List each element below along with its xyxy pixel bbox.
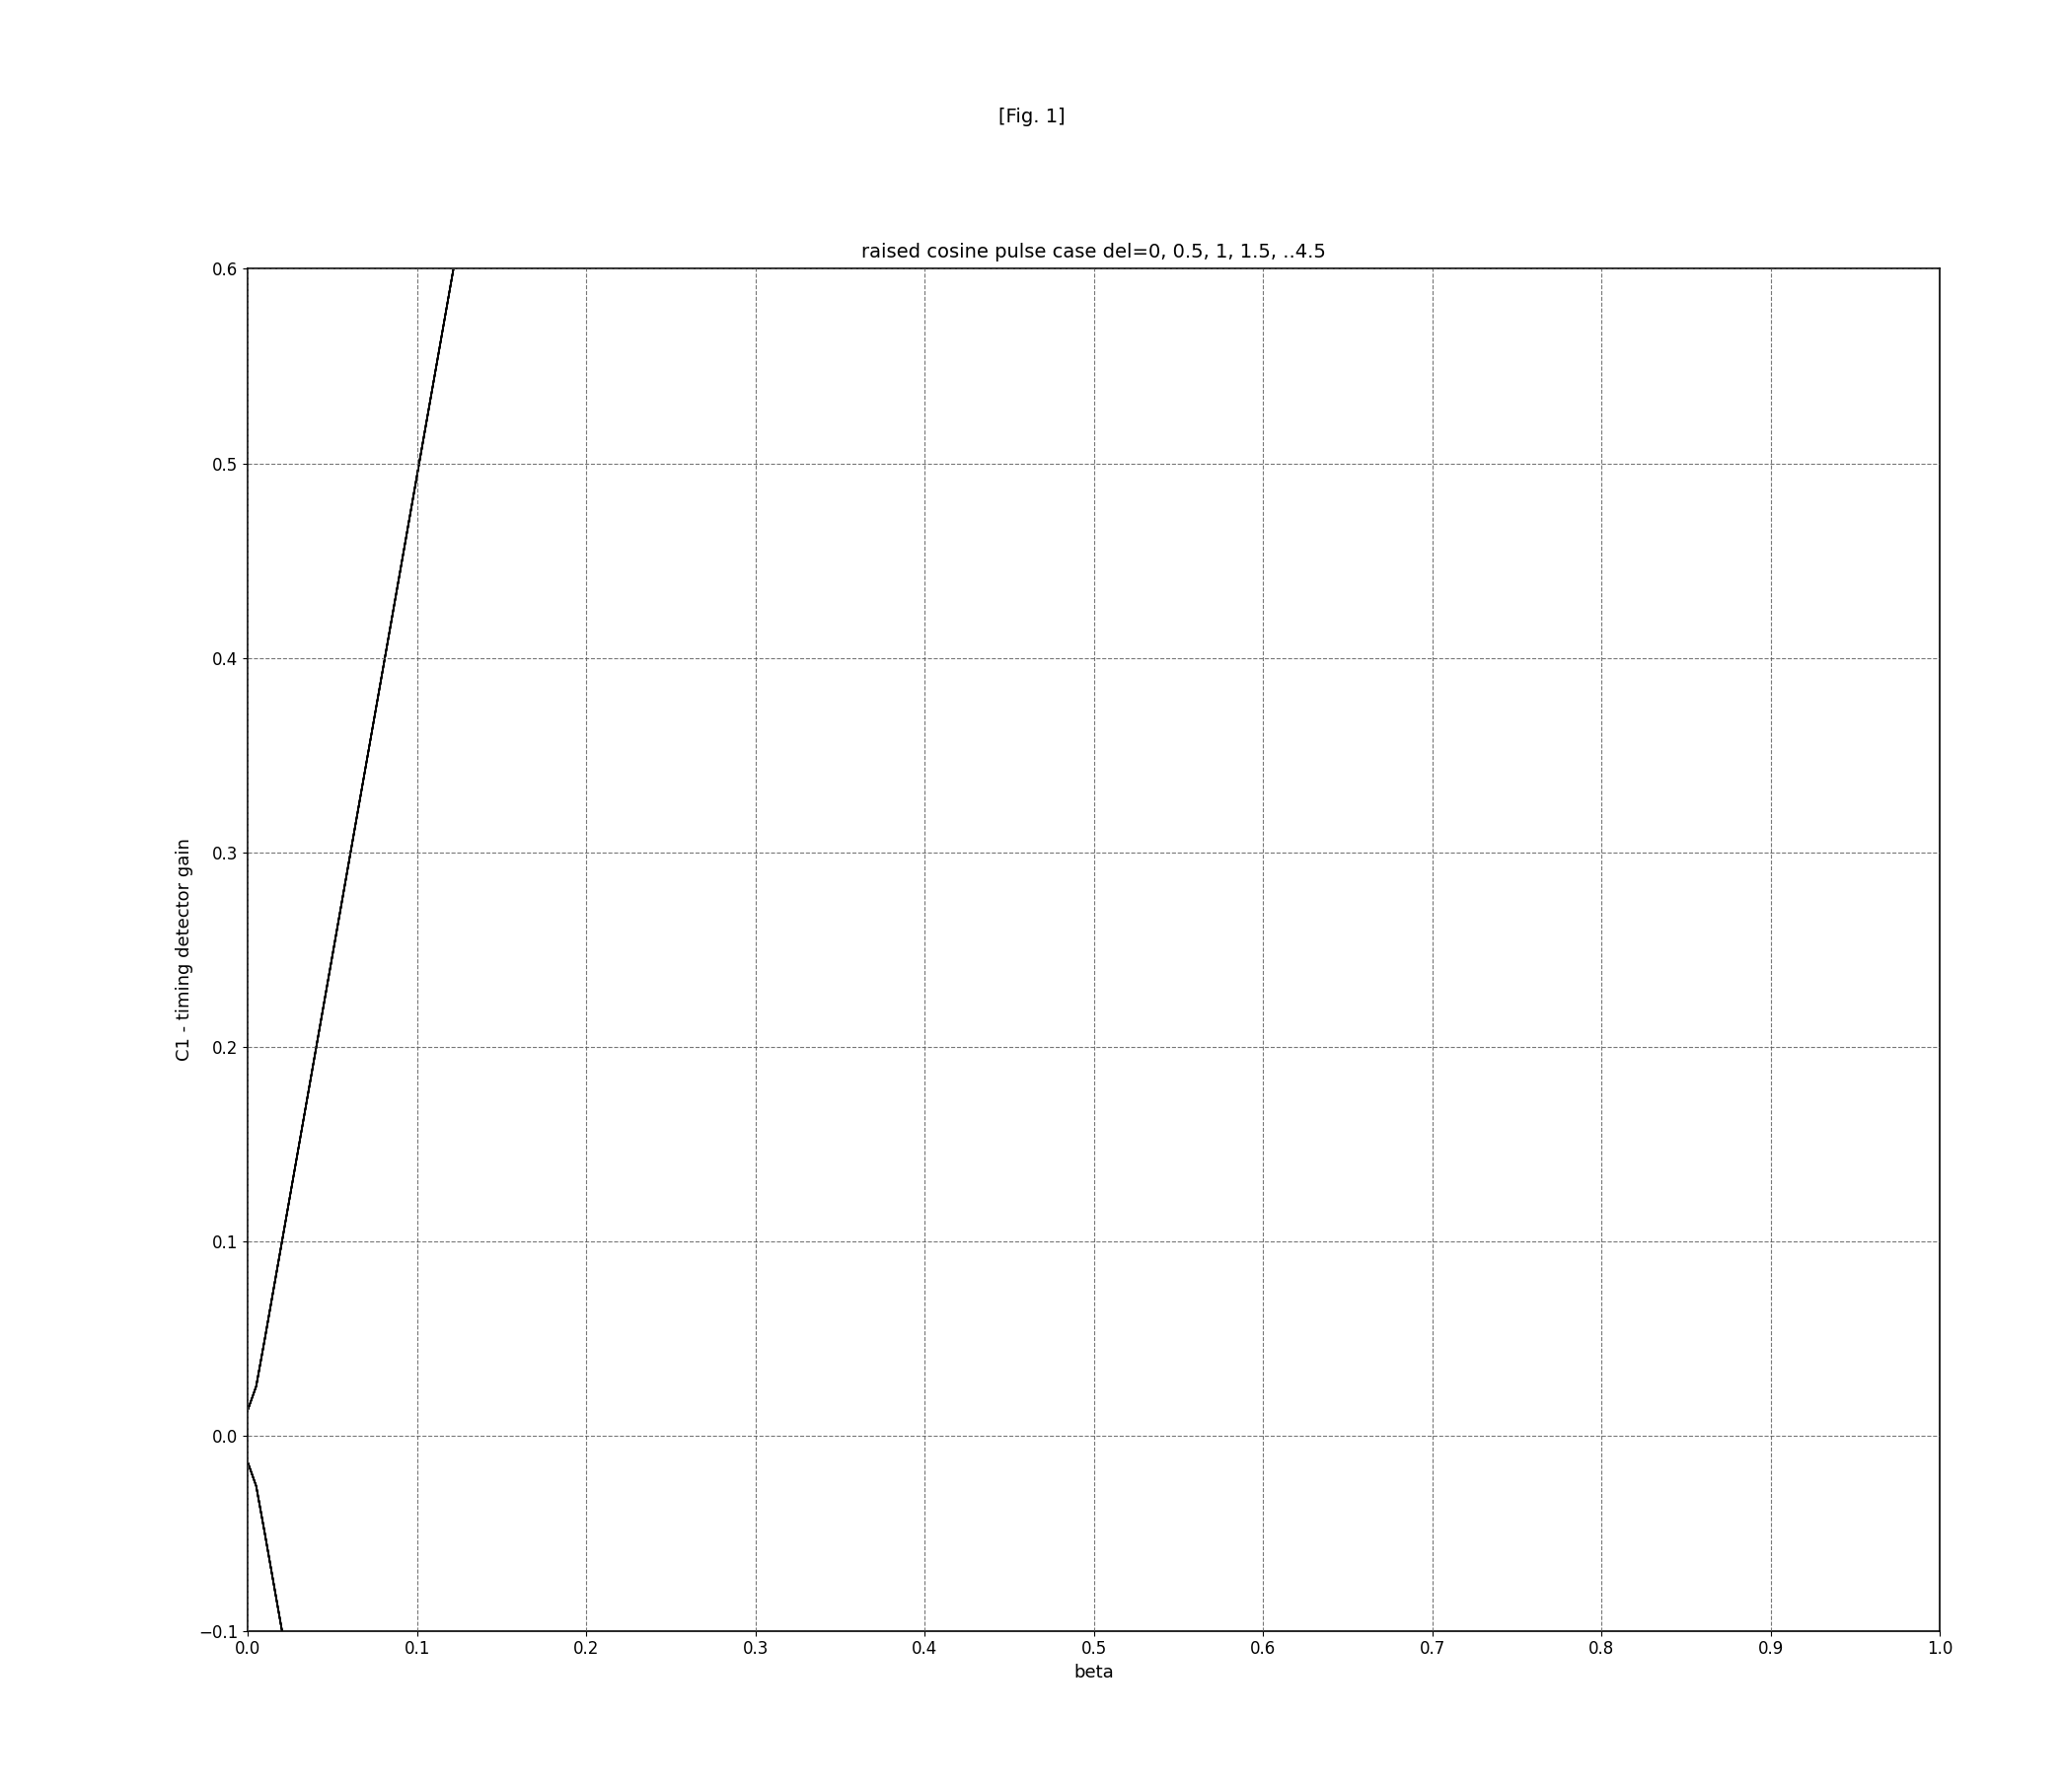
Title: raised cosine pulse case del=0, 0.5, 1, 1.5, ..4.5: raised cosine pulse case del=0, 0.5, 1, …	[861, 244, 1327, 262]
Text: [Fig. 1]: [Fig. 1]	[999, 108, 1065, 125]
Y-axis label: C1 - timing detector gain: C1 - timing detector gain	[175, 839, 192, 1061]
X-axis label: beta: beta	[1073, 1663, 1115, 1681]
